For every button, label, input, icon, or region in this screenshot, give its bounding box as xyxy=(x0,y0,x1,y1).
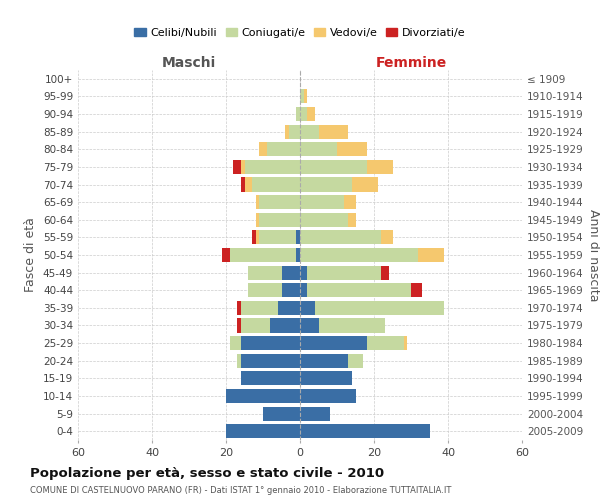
Bar xyxy=(241,336,300,350)
Bar xyxy=(271,318,300,332)
Bar xyxy=(241,160,245,174)
Bar xyxy=(259,142,266,156)
Bar xyxy=(296,230,300,244)
Text: Maschi: Maschi xyxy=(162,56,216,70)
Bar xyxy=(300,283,307,298)
Bar xyxy=(307,266,382,280)
Bar xyxy=(281,266,300,280)
Bar xyxy=(296,248,300,262)
Bar xyxy=(248,283,281,298)
Bar xyxy=(300,160,367,174)
Bar xyxy=(259,230,296,244)
Bar xyxy=(252,230,256,244)
Bar xyxy=(241,178,245,192)
Bar xyxy=(241,318,271,332)
Bar xyxy=(382,230,392,244)
Bar xyxy=(300,424,430,438)
Bar xyxy=(300,178,352,192)
Bar xyxy=(348,354,363,368)
Bar xyxy=(300,142,337,156)
Bar xyxy=(307,283,411,298)
Bar xyxy=(300,107,307,121)
Bar xyxy=(300,230,382,244)
Bar xyxy=(289,124,300,138)
Text: Popolazione per età, sesso e stato civile - 2010: Popolazione per età, sesso e stato civil… xyxy=(30,468,384,480)
Bar xyxy=(252,178,300,192)
Bar xyxy=(230,248,296,262)
Bar xyxy=(259,195,300,209)
Bar xyxy=(382,266,389,280)
Bar xyxy=(315,301,444,315)
Bar xyxy=(237,301,241,315)
Bar xyxy=(300,406,329,420)
Bar xyxy=(404,336,407,350)
Bar xyxy=(411,283,422,298)
Bar xyxy=(300,389,355,403)
Bar xyxy=(285,124,289,138)
Bar xyxy=(263,406,300,420)
Bar xyxy=(352,178,378,192)
Text: COMUNE DI CASTELNUOVO PARANO (FR) - Dati ISTAT 1° gennaio 2010 - Elaborazione TU: COMUNE DI CASTELNUOVO PARANO (FR) - Dati… xyxy=(30,486,451,495)
Bar xyxy=(300,336,367,350)
Bar xyxy=(300,354,348,368)
Bar xyxy=(367,160,392,174)
Bar xyxy=(319,124,348,138)
Bar xyxy=(300,266,307,280)
Bar xyxy=(300,195,344,209)
Bar xyxy=(245,160,300,174)
Bar xyxy=(296,107,300,121)
Bar xyxy=(418,248,444,262)
Bar xyxy=(300,212,348,227)
Bar xyxy=(256,230,259,244)
Bar xyxy=(237,354,241,368)
Bar xyxy=(241,372,300,386)
Bar xyxy=(367,336,404,350)
Bar xyxy=(300,318,319,332)
Bar xyxy=(307,107,315,121)
Bar xyxy=(222,248,230,262)
Bar xyxy=(237,318,241,332)
Bar xyxy=(300,90,304,104)
Text: Femmine: Femmine xyxy=(376,56,446,70)
Bar xyxy=(226,389,300,403)
Bar xyxy=(233,160,241,174)
Bar xyxy=(300,248,418,262)
Bar xyxy=(226,424,300,438)
Bar xyxy=(300,301,315,315)
Bar xyxy=(230,336,241,350)
Y-axis label: Fasce di età: Fasce di età xyxy=(25,218,37,292)
Bar xyxy=(248,266,281,280)
Bar xyxy=(278,301,300,315)
Bar xyxy=(348,212,355,227)
Bar xyxy=(319,318,385,332)
Bar xyxy=(266,142,300,156)
Bar xyxy=(241,354,300,368)
Bar xyxy=(256,195,259,209)
Bar xyxy=(300,124,319,138)
Bar xyxy=(304,90,307,104)
Bar xyxy=(259,212,300,227)
Bar xyxy=(241,301,278,315)
Legend: Celibi/Nubili, Coniugati/e, Vedovi/e, Divorziati/e: Celibi/Nubili, Coniugati/e, Vedovi/e, Di… xyxy=(130,24,470,42)
Bar xyxy=(337,142,367,156)
Bar xyxy=(300,372,352,386)
Bar xyxy=(256,212,259,227)
Bar xyxy=(344,195,355,209)
Bar xyxy=(281,283,300,298)
Y-axis label: Anni di nascita: Anni di nascita xyxy=(587,209,600,301)
Bar xyxy=(245,178,252,192)
